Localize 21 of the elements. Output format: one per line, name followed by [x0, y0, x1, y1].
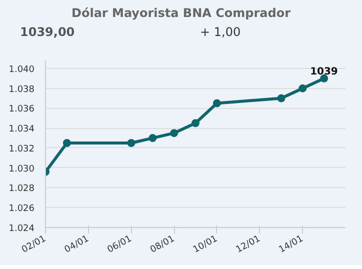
y-tick-label: 1.034 — [8, 124, 35, 135]
y-tick-label: 1.026 — [8, 204, 35, 214]
y-tick-label: 1.036 — [8, 104, 35, 115]
point — [192, 119, 200, 128]
data-label: 1039 — [310, 66, 338, 78]
point — [212, 99, 221, 108]
y-tick-label: 1.030 — [8, 164, 35, 174]
y-tick-label: 1.040 — [8, 64, 35, 75]
text: + 1,00 — [200, 24, 241, 41]
y-tick-label: 1.038 — [8, 84, 35, 95]
y-tick-label: 1.032 — [8, 144, 34, 154]
point — [62, 139, 71, 147]
point — [170, 129, 178, 138]
point — [127, 139, 136, 147]
point — [298, 84, 307, 92]
chart-title: Dólar Mayorista BNA Comprador — [72, 5, 290, 22]
point — [277, 94, 286, 102]
y-tick-label: 1.024 — [8, 224, 35, 234]
chart-subtitle: 1039,00 — [20, 24, 75, 41]
y-tick-label: 1.028 — [8, 184, 35, 194]
point — [148, 134, 157, 142]
